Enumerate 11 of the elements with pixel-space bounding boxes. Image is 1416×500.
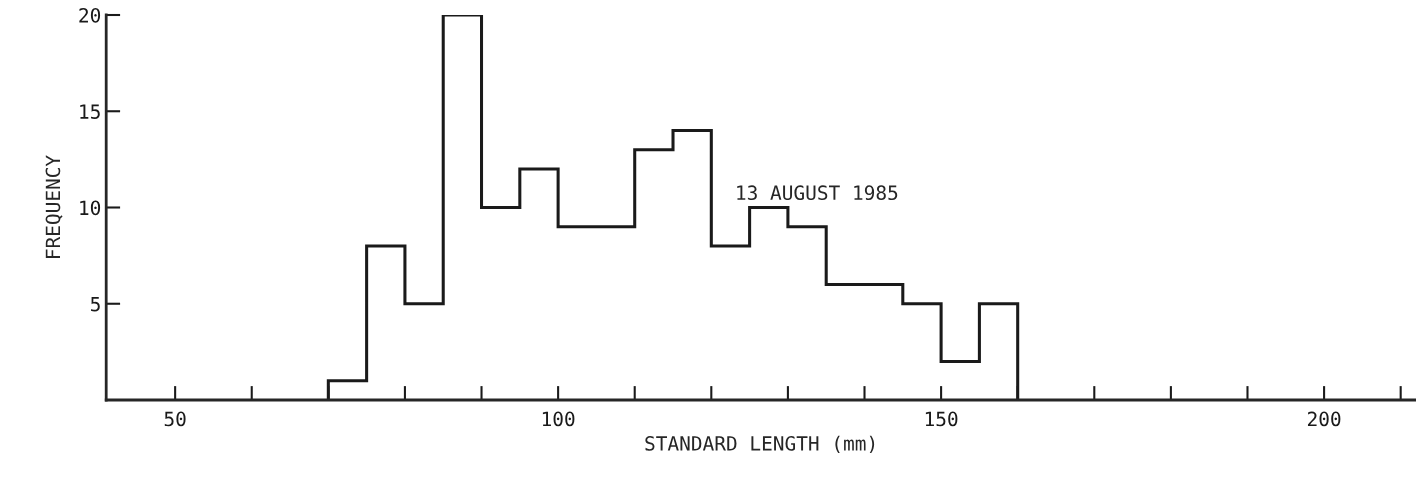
y-tick-label: 10	[80, 200, 101, 216]
y-tick-label: 5	[90, 297, 100, 312]
annotation: 13 AUGUST 1985	[737, 185, 898, 201]
x-tick-label: 50	[164, 411, 186, 427]
y-tick-label: 15	[80, 104, 100, 119]
x-axis-title: STANDARD LENGTH (mm)	[645, 435, 875, 454]
x-tick-label: 150	[925, 411, 958, 427]
y-axis-title: FREQUENCY	[45, 155, 63, 258]
x-tick-label: 100	[542, 411, 575, 427]
x-tick-label: 200	[1307, 411, 1341, 427]
y-tick-label: 20	[79, 8, 101, 23]
